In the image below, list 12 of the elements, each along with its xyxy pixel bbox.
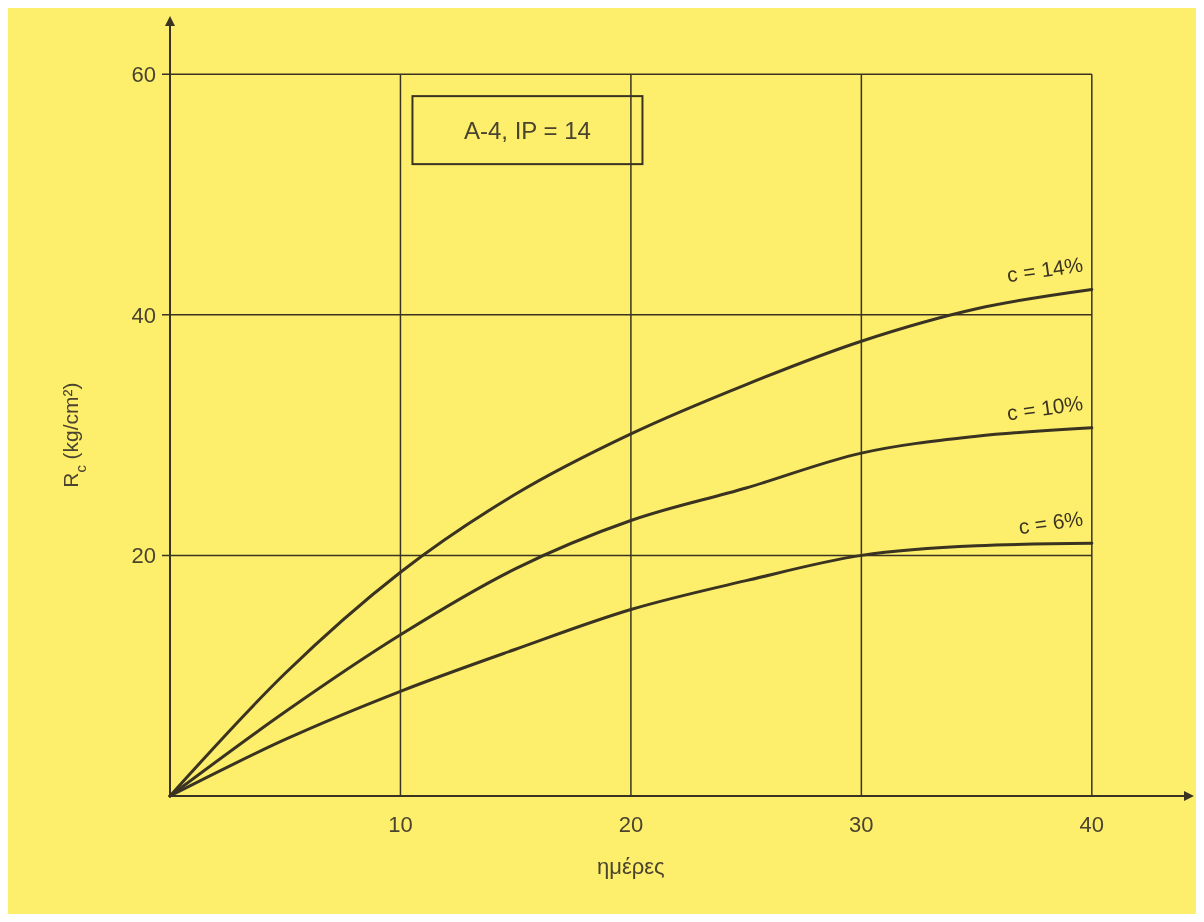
y-tick-label: 40 xyxy=(131,302,156,328)
text: c = 10% xyxy=(1005,391,1085,425)
x-tick-label: 10 xyxy=(388,812,413,837)
x-tick-label: 40 xyxy=(1079,812,1105,837)
x-tick-label: 30 xyxy=(849,812,874,837)
x-tick-label: 20 xyxy=(618,812,644,837)
x-axis-title: ημέρες xyxy=(597,854,665,879)
text: c = 14% xyxy=(1005,252,1085,287)
y-tick-label: 20 xyxy=(131,543,156,569)
text: c = 6% xyxy=(1017,506,1085,539)
y-tick-label: 60 xyxy=(131,62,156,88)
annotation: A-4, IP = 14 xyxy=(463,117,591,145)
